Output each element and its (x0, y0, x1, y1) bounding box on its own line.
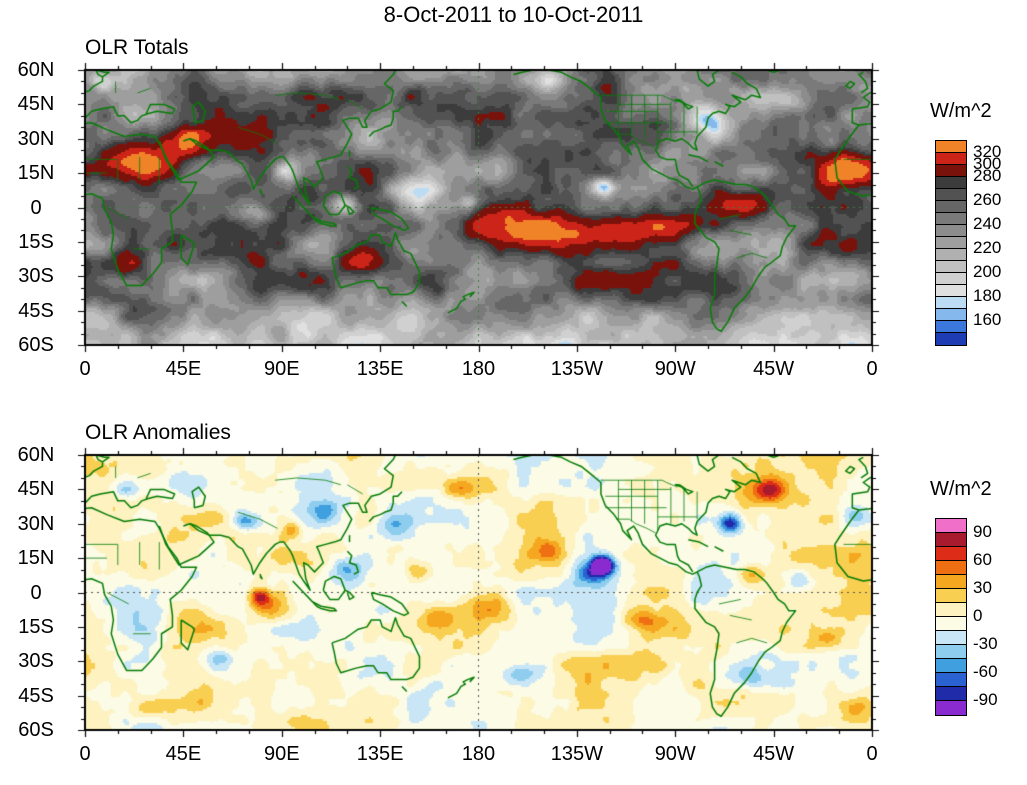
x-axis-label: 135E (356, 743, 404, 765)
colorbar-box (936, 673, 966, 687)
y-axis-label: 15S (18, 615, 54, 638)
y-axis-label: 30N (17, 512, 55, 535)
colorbar-box (936, 297, 966, 309)
colorbar-box (936, 561, 966, 575)
olr-totals-map (73, 58, 884, 357)
colorbar-box (936, 201, 966, 213)
colorbar-tick-label: -60 (973, 662, 998, 681)
y-axis-label: 60S (18, 334, 54, 356)
colorbar-box (936, 659, 966, 673)
colorbar-tick-label: 30 (973, 578, 992, 597)
x-axis-label: 0 (866, 743, 878, 765)
x-axis-label: 90W (654, 358, 696, 380)
colorbar-tick-label: 280 (973, 166, 1002, 185)
y-axis-label: 45N (17, 478, 55, 501)
colorbar-box (936, 589, 966, 603)
colorbar-tick-label: 90 (973, 522, 992, 541)
colorbar-tick-label: 180 (973, 286, 1002, 305)
y-axis-label: 60S (18, 719, 54, 741)
x-axis-label: 45W (753, 358, 795, 380)
x-axis-label: 135E (356, 358, 404, 380)
x-axis-label: 180 (461, 358, 496, 380)
x-axis-label: 135W (550, 743, 603, 765)
colorbar-box (936, 237, 966, 249)
colorbar-anomalies (935, 518, 967, 716)
colorbar-box (936, 617, 966, 631)
colorbar-box (936, 261, 966, 273)
x-axis-label: 0 (866, 358, 878, 380)
colorbar-box (936, 249, 966, 261)
y-axis-label: 45S (18, 684, 54, 707)
y-axis-label: 30N (17, 127, 55, 150)
colorbar-tick-label: 220 (973, 238, 1002, 257)
colorbar-box (936, 519, 966, 533)
colorbar-box (936, 177, 966, 189)
y-axis-label: 0 (30, 196, 42, 219)
colorbar-tick-label: 260 (973, 190, 1002, 209)
olr-anomalies-map (73, 443, 884, 742)
x-axis-label: 0 (79, 743, 91, 765)
x-axis-label: 180 (461, 743, 496, 765)
colorbar-box (936, 701, 966, 715)
colorbar-box (936, 165, 966, 177)
x-axis-label: 45E (165, 743, 202, 765)
colorbar-box (936, 533, 966, 547)
colorbar-box (936, 213, 966, 225)
y-axis-label: 45N (17, 93, 55, 116)
x-axis-label: 90W (654, 743, 696, 765)
x-axis-label: 135W (550, 358, 603, 380)
colorbar-box (936, 645, 966, 659)
colorbar-totals (935, 140, 967, 346)
y-axis-label: 15N (17, 162, 55, 185)
colorbar-box (936, 309, 966, 321)
colorbar-units-anomalies: W/m^2 (930, 478, 992, 500)
colorbar-box (936, 575, 966, 589)
colorbar-tick-label: -30 (973, 634, 998, 653)
colorbar-box (936, 631, 966, 645)
colorbar-tick-label: 160 (973, 310, 1002, 329)
y-axis-label: 15S (18, 230, 54, 253)
colorbar-box (936, 153, 966, 165)
panel-title-olr-totals: OLR Totals (85, 36, 189, 59)
colorbar-box (936, 141, 966, 153)
y-axis-label: 15N (17, 547, 55, 570)
colorbar-box (936, 225, 966, 237)
y-axis-label: 30S (18, 650, 54, 673)
colorbar-tick-label: 240 (973, 214, 1002, 233)
colorbar-box (936, 687, 966, 701)
colorbar-box (936, 285, 966, 297)
x-axis-label: 45W (753, 743, 795, 765)
colorbar-tick-label: 320 (973, 142, 1002, 161)
x-axis-label: 45E (165, 358, 202, 380)
colorbar-box (936, 189, 966, 201)
x-axis-label: 90E (263, 743, 300, 765)
colorbar-box (936, 547, 966, 561)
colorbar-tick-label: 0 (973, 606, 983, 625)
colorbar-tick-label: 60 (973, 550, 992, 569)
colorbar-box (936, 603, 966, 617)
colorbar-tick-label: 300 (973, 154, 1002, 173)
colorbar-box (936, 273, 966, 285)
figure-title: 8-Oct-2011 to 10-Oct-2011 (383, 2, 644, 27)
colorbar-tick-label: -90 (973, 690, 998, 709)
y-axis-label: 45S (18, 299, 54, 322)
x-axis-label: 0 (79, 358, 91, 380)
y-axis-label: 60N (17, 59, 55, 81)
colorbar-units-totals: W/m^2 (930, 100, 992, 122)
y-axis-label: 30S (18, 265, 54, 288)
colorbar-box (936, 333, 966, 345)
colorbar-box (936, 321, 966, 333)
panel-title-olr-anomalies: OLR Anomalies (85, 421, 231, 444)
y-axis-label: 60N (17, 444, 55, 466)
y-axis-label: 0 (30, 581, 42, 604)
x-axis-label: 90E (263, 358, 300, 380)
colorbar-tick-label: 200 (973, 262, 1002, 281)
